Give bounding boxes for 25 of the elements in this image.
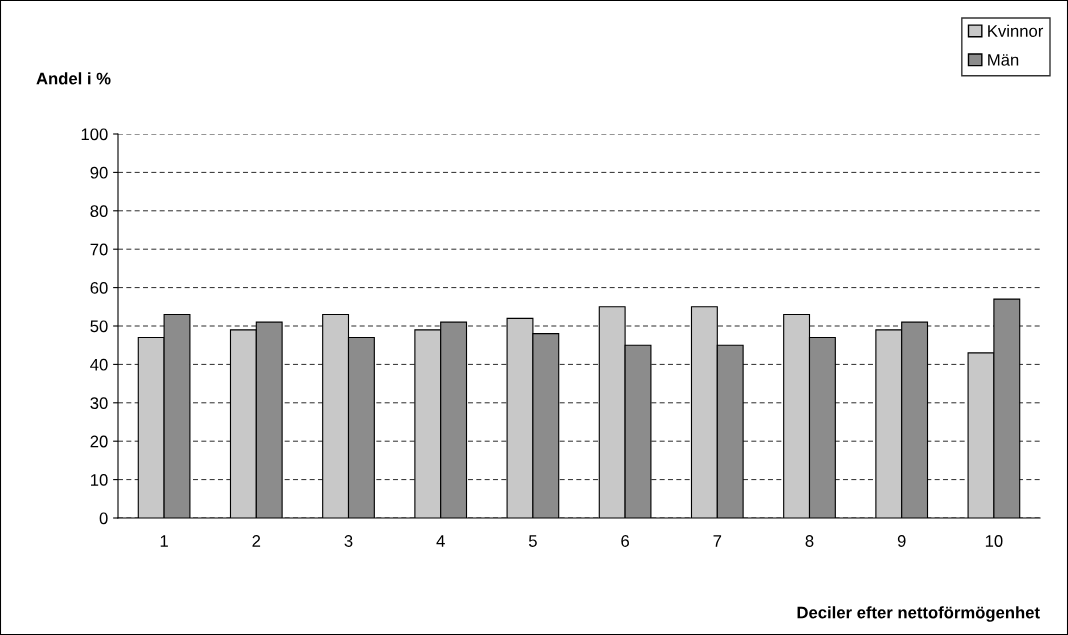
x-tick-label: 1	[160, 535, 168, 547]
y-tick-label: 40	[90, 358, 108, 371]
y-tick-label: 20	[90, 435, 108, 448]
y-tick-label: 70	[90, 243, 108, 256]
x-tick-label: 5	[528, 535, 537, 547]
x-tick-label: 7	[713, 535, 722, 547]
y-tick-label: 100	[81, 128, 108, 141]
y-tick-label: 90	[90, 166, 108, 179]
legend-label: Kvinnor	[988, 24, 1044, 37]
x-tick-label: 8	[805, 535, 814, 547]
x-tick-label: 9	[897, 535, 906, 547]
y-tick-label: 60	[90, 282, 108, 294]
y-tick-label: 30	[90, 397, 108, 409]
x-tick-label: 3	[344, 535, 353, 547]
y-tick-label: 0	[99, 512, 108, 525]
x-tick-label: 2	[252, 535, 261, 547]
legend-label: Män	[988, 54, 1019, 66]
y-tick-label: 10	[91, 474, 108, 486]
y-axis-title: Andel i %	[36, 72, 111, 85]
x-tick-label: 6	[621, 535, 629, 547]
y-tick-label: 80	[90, 205, 108, 217]
x-axis-title: Deciler efter nettoförmögenhet	[797, 606, 1040, 622]
x-tick-label: 4	[436, 535, 445, 547]
x-tick-label: 10	[985, 535, 1003, 547]
y-tick-label: 50	[90, 320, 108, 333]
